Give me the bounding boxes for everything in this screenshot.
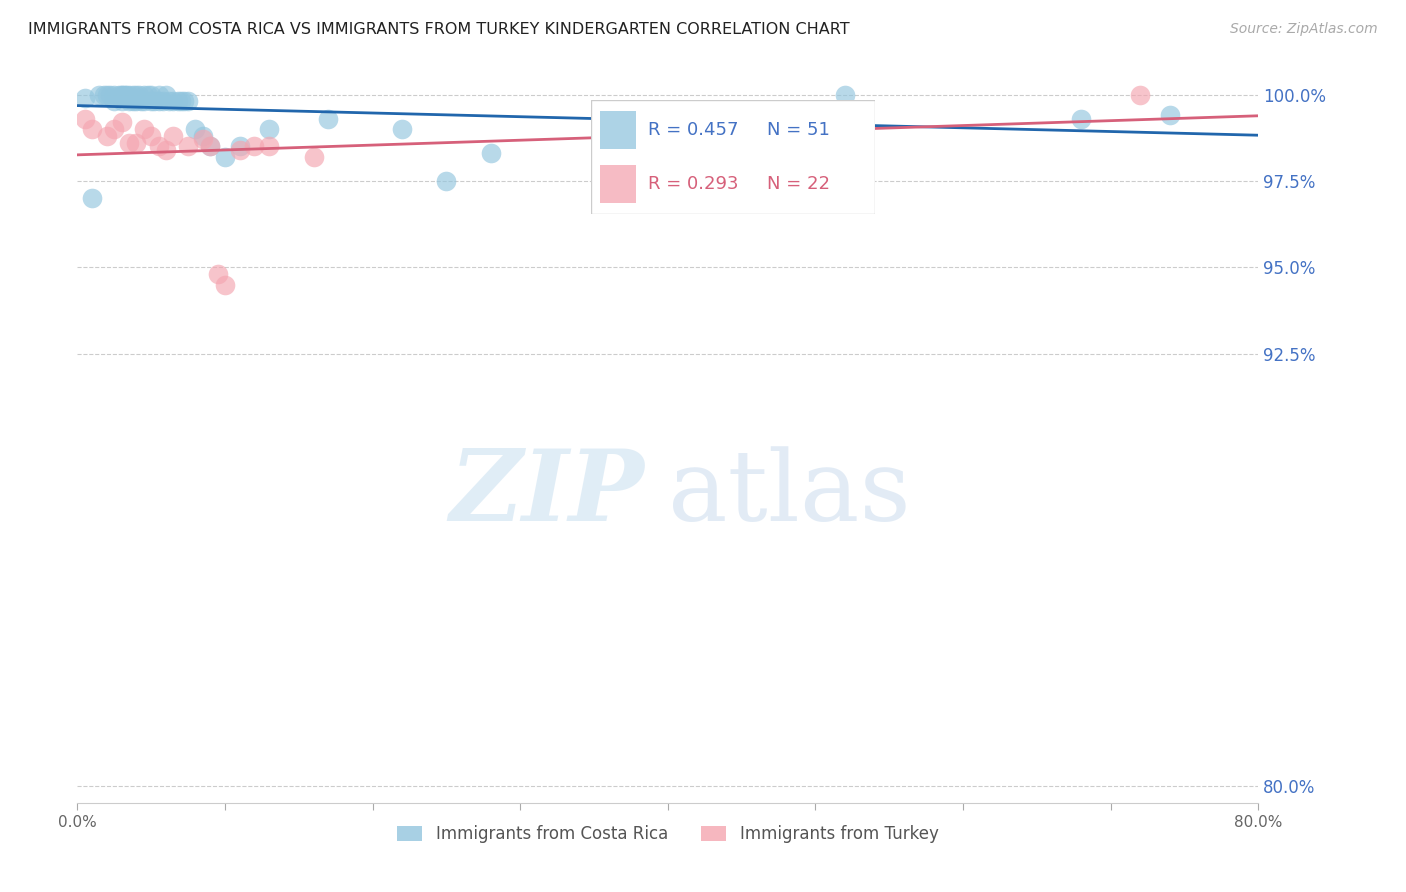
Point — [89, 87, 111, 102]
Point — [125, 95, 148, 109]
Point — [82, 122, 104, 136]
Text: atlas: atlas — [668, 446, 911, 541]
Point — [259, 139, 281, 153]
Point — [228, 139, 252, 153]
Point — [170, 95, 193, 109]
Point — [191, 128, 214, 143]
Point — [1159, 108, 1181, 122]
Point — [173, 95, 195, 109]
Point — [125, 87, 148, 102]
Point — [114, 87, 136, 102]
Point — [111, 95, 132, 109]
Point — [318, 112, 340, 126]
Point — [177, 95, 200, 109]
Point — [228, 143, 252, 157]
Point — [73, 91, 96, 105]
Point — [103, 87, 125, 102]
Point — [98, 87, 121, 102]
Point — [143, 95, 166, 109]
Text: ZIP: ZIP — [450, 445, 644, 542]
Point — [302, 150, 325, 164]
Point — [259, 122, 281, 136]
Point — [391, 122, 413, 136]
Point — [162, 128, 184, 143]
Point — [125, 136, 148, 150]
Point — [132, 87, 155, 102]
Legend: Immigrants from Costa Rica, Immigrants from Turkey: Immigrants from Costa Rica, Immigrants f… — [391, 818, 945, 850]
Point — [162, 95, 184, 109]
Point — [148, 139, 170, 153]
Point — [122, 95, 145, 109]
Point — [103, 122, 125, 136]
Point — [96, 128, 118, 143]
Point — [184, 122, 207, 136]
Point — [148, 87, 170, 102]
Point — [103, 95, 125, 109]
Point — [132, 95, 155, 109]
FancyBboxPatch shape — [591, 100, 875, 214]
Point — [129, 95, 152, 109]
Point — [118, 87, 141, 102]
Point — [436, 174, 458, 188]
Point — [93, 87, 115, 102]
Point — [141, 95, 163, 109]
Point — [207, 267, 229, 281]
Point — [136, 87, 159, 102]
Text: Source: ZipAtlas.com: Source: ZipAtlas.com — [1230, 22, 1378, 37]
Point — [96, 87, 118, 102]
Point — [834, 87, 856, 102]
Point — [1129, 87, 1152, 102]
Point — [82, 191, 104, 205]
Point — [107, 87, 129, 102]
Point — [1070, 112, 1092, 126]
Text: N = 51: N = 51 — [766, 121, 830, 139]
Point — [122, 87, 145, 102]
Point — [155, 143, 177, 157]
Point — [479, 146, 502, 161]
Text: R = 0.293: R = 0.293 — [648, 175, 738, 193]
Text: R = 0.457: R = 0.457 — [648, 121, 738, 139]
Point — [177, 139, 200, 153]
Point — [157, 95, 180, 109]
Text: IMMIGRANTS FROM COSTA RICA VS IMMIGRANTS FROM TURKEY KINDERGARTEN CORRELATION CH: IMMIGRANTS FROM COSTA RICA VS IMMIGRANTS… — [28, 22, 849, 37]
Point — [132, 122, 155, 136]
Point — [214, 150, 236, 164]
Point — [200, 139, 222, 153]
Point — [166, 95, 188, 109]
FancyBboxPatch shape — [599, 165, 637, 202]
Point — [115, 87, 138, 102]
Point — [73, 112, 96, 126]
Point — [152, 95, 174, 109]
Point — [128, 87, 150, 102]
FancyBboxPatch shape — [599, 112, 637, 149]
Point — [141, 128, 163, 143]
Point — [191, 132, 214, 146]
Point — [118, 95, 141, 109]
Point — [155, 87, 177, 102]
Point — [118, 136, 141, 150]
Point — [200, 139, 222, 153]
Point — [148, 95, 170, 109]
Text: N = 22: N = 22 — [766, 175, 830, 193]
Point — [111, 87, 132, 102]
Point — [111, 87, 132, 102]
Point — [243, 139, 266, 153]
Point — [214, 277, 236, 292]
Point — [141, 87, 163, 102]
Point — [111, 115, 132, 129]
